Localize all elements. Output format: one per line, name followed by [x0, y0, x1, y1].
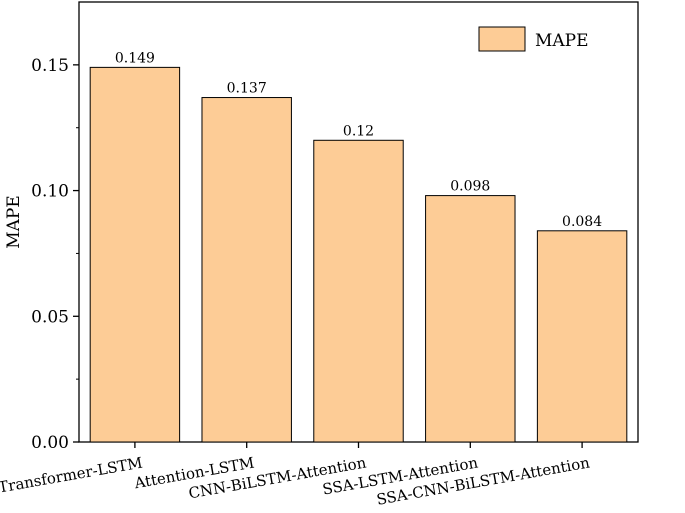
x-axis-category-labels: Transformer-LSTMAttention-LSTMCNN-BiLSTM…: [0, 442, 591, 509]
data-labels: 0.149 0.137 0.12 0.098 0.084: [115, 50, 602, 229]
x-category-label: Transformer-LSTM: [0, 454, 144, 497]
bar-attention-lstm: [201, 97, 292, 443]
data-label: 0.137: [227, 81, 267, 97]
bar-cnn-bilstm-attention: [313, 139, 404, 443]
y-tick-label: 0.00: [31, 433, 69, 453]
y-axis-title: MAPE: [4, 195, 24, 249]
data-label: 0.084: [562, 214, 602, 230]
bar-ssa-cnn-bilstm-attention: [536, 230, 628, 443]
bar-transformer-lstm: [89, 66, 181, 443]
data-label: 0.12: [343, 123, 374, 139]
y-tick-label: 0.10: [31, 182, 69, 202]
legend-swatch: [478, 26, 526, 52]
legend-label: MAPE: [535, 31, 589, 51]
y-axis-ticks: 0.00 0.05 0.10 0.15: [31, 56, 79, 453]
bar-ssa-lstm-attention: [425, 195, 516, 443]
y-tick-label: 0.05: [31, 307, 69, 327]
data-label: 0.098: [450, 179, 490, 195]
data-label: 0.149: [115, 50, 155, 66]
y-tick-label: 0.15: [31, 56, 69, 76]
legend: MAPE: [478, 26, 589, 52]
